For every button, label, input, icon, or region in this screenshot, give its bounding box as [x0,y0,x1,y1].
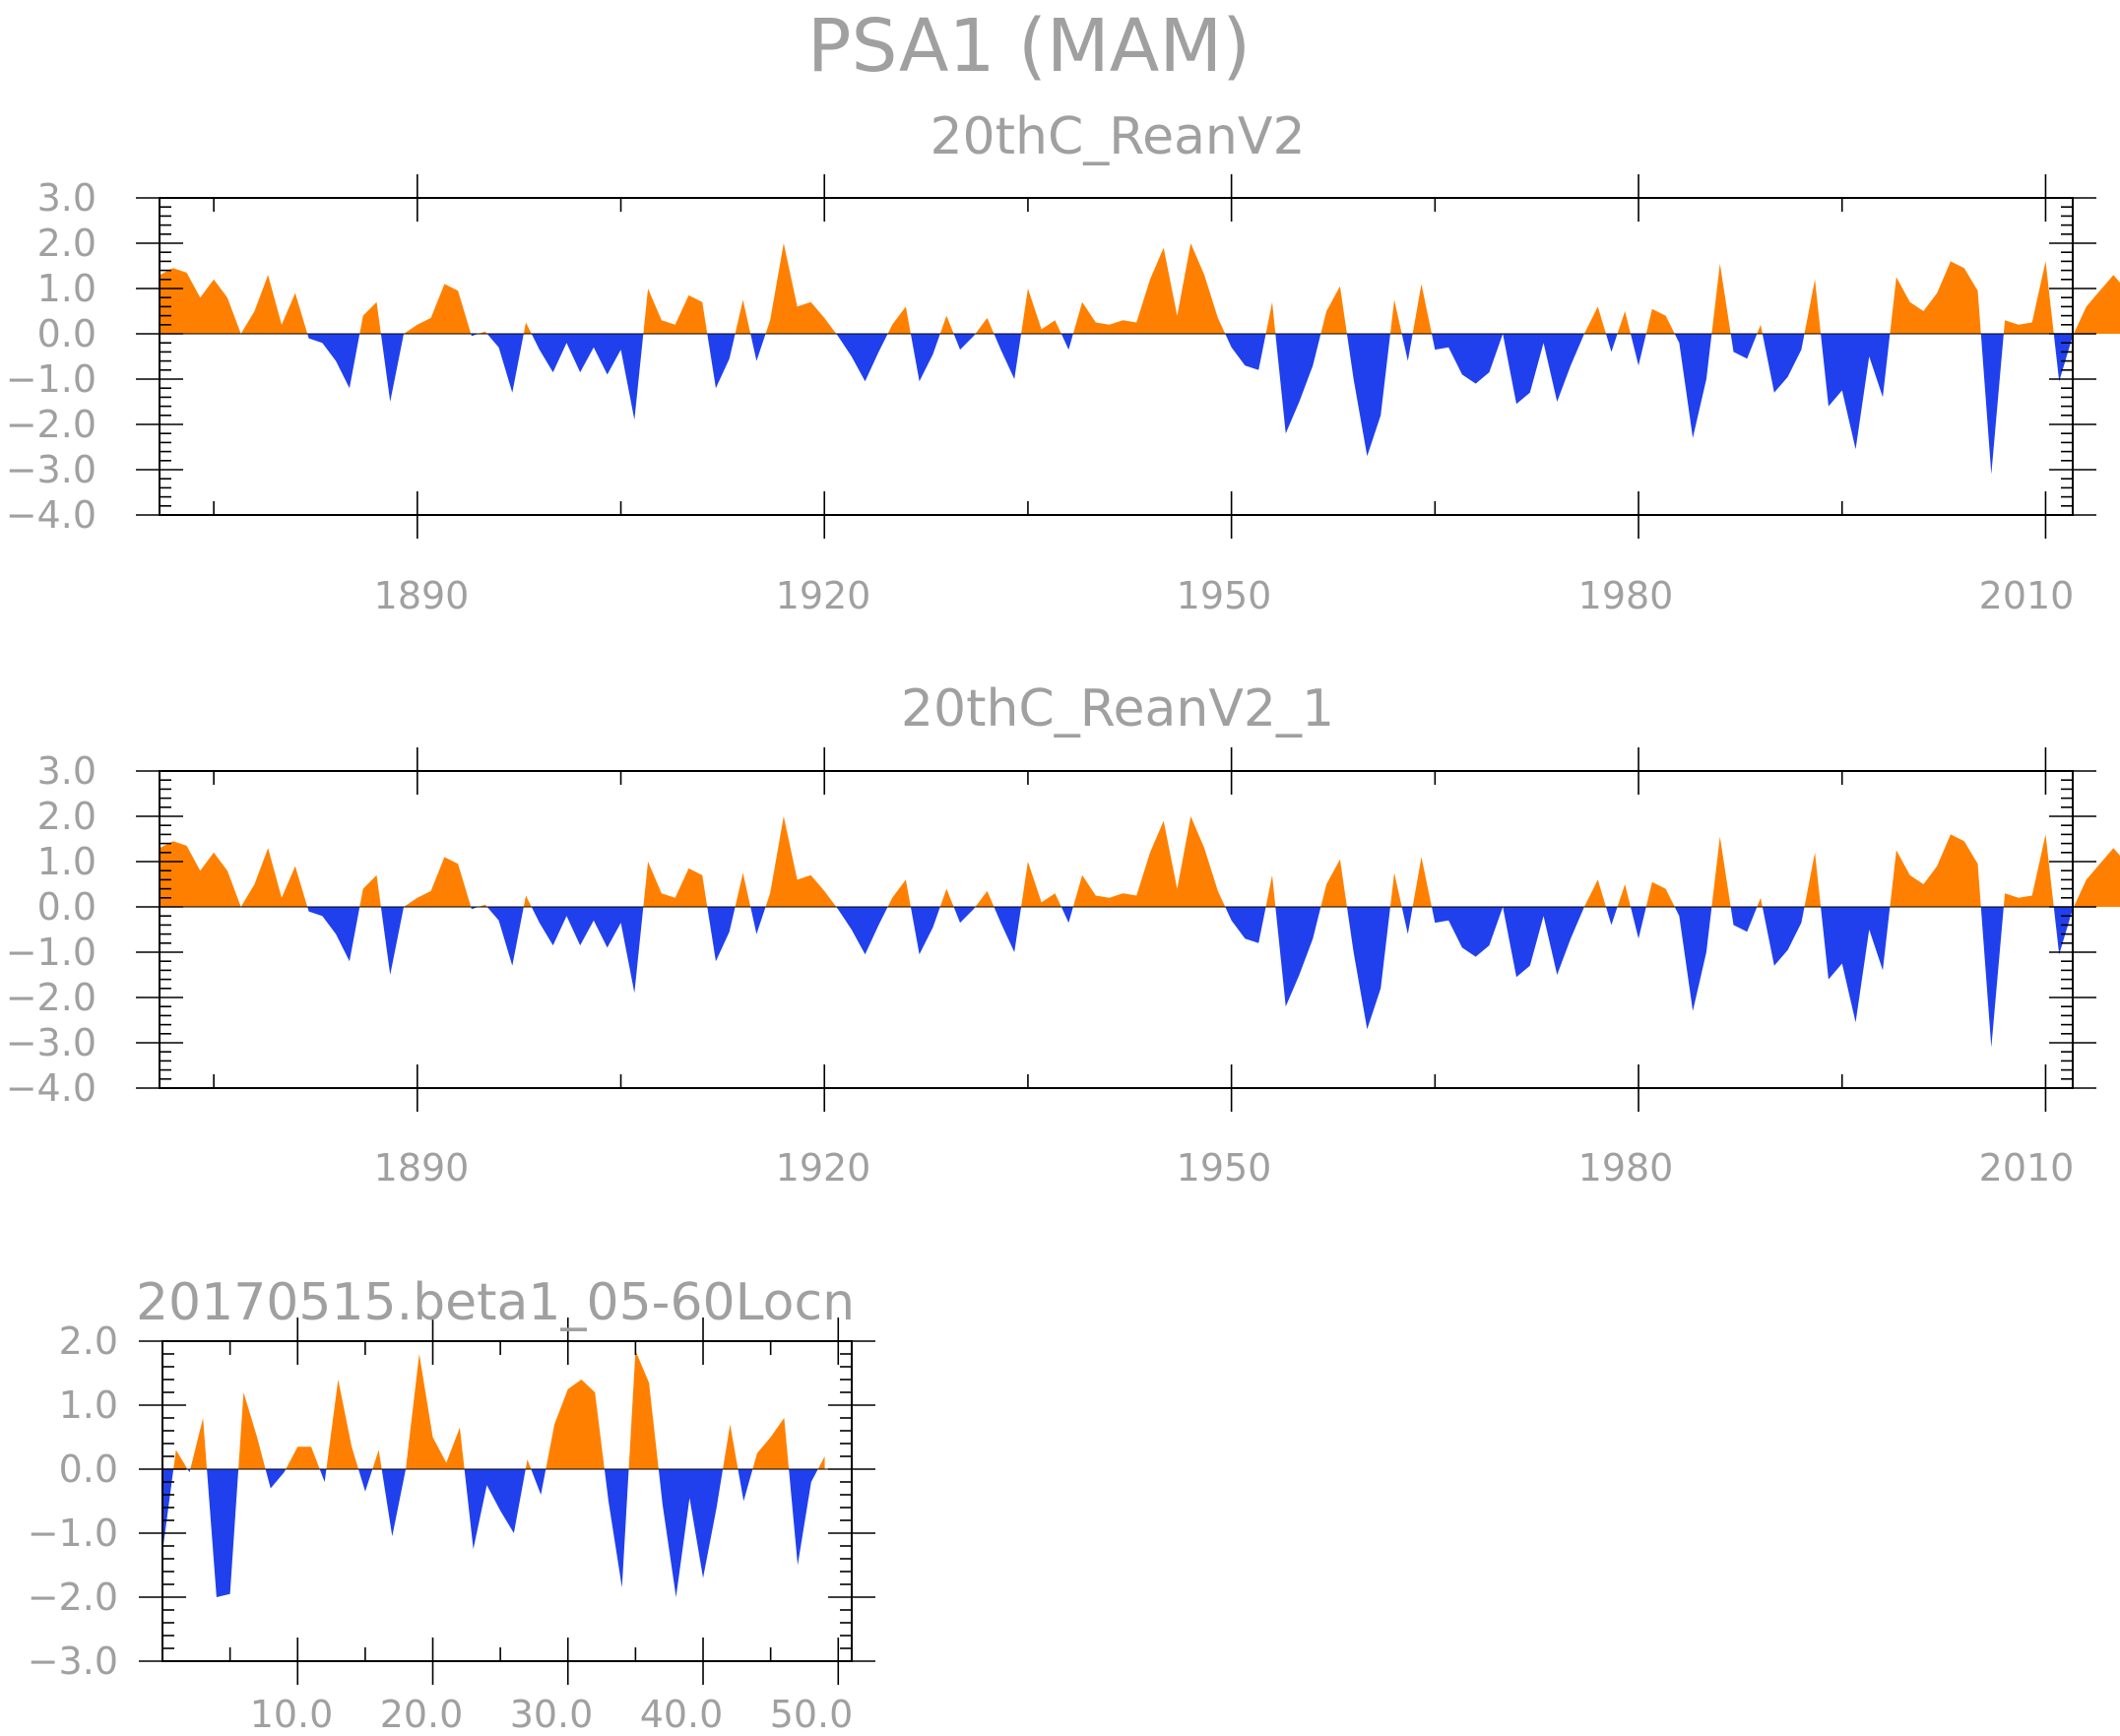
panel-2-frame [159,770,2074,1089]
panel-2-y-label: 2.0 [37,795,96,838]
series-negative-area [160,907,2120,1048]
panel-1-y-label: −2.0 [6,403,96,446]
panel-1-y-label: −1.0 [6,357,96,401]
panel-1-fills [160,243,2120,475]
panel-1-title: 20thC_ReanV2 [930,107,1305,166]
panel-2-y-label: 1.0 [37,840,96,883]
panel-3-x-label: 30.0 [510,1693,594,1736]
panel-2-y-label: −3.0 [6,1021,96,1064]
panel-1-y-label: 2.0 [37,222,96,265]
series-negative-area [160,334,2120,475]
panel-3-fills [162,1350,825,1597]
series-positive-area [160,816,2120,907]
panel-2-y-label: 3.0 [37,749,96,793]
panel-3-frame [161,1340,853,1662]
panel-3-x-label: 50.0 [770,1693,854,1736]
panel-3-y-label: −3.0 [28,1640,118,1683]
panel-2-fills [160,816,2120,1048]
panel-1-x-label: 1950 [1177,574,1272,617]
panel-3-y-label: 0.0 [59,1447,118,1491]
panel-2-y-label: 0.0 [37,885,96,929]
panel-2-title: 20thC_ReanV2_1 [901,679,1334,739]
panel-2-x-label: 1890 [374,1146,470,1189]
panel-2-x-label: 1920 [776,1146,871,1189]
panel-1-y-label: 3.0 [37,176,96,220]
panel-3-y-label: 2.0 [59,1319,118,1363]
panel-2-reanv2-1: 20thC_ReanV2_1 3.0 2.0 1.0 0.0 −1.0 −2.0… [6,679,2120,1189]
series-positive-area [162,1350,825,1469]
panel-3-x-label: 40.0 [640,1693,724,1736]
panel-1-frame [159,197,2074,516]
panel-3-ticks [139,1318,875,1685]
panel-1-ticks [136,174,2096,539]
series-positive-area [160,243,2120,334]
panel-1-x-label: 2010 [1979,574,2075,617]
panel-2-x-label: 1980 [1578,1146,1674,1189]
panel-2-y-label: −4.0 [6,1066,96,1110]
panel-1-y-label: 1.0 [37,267,96,310]
panel-2-y-label: −1.0 [6,931,96,974]
panel-2-x-label: 1950 [1177,1146,1272,1189]
panel-3-beta1-locn: 20170515.beta1_05-60Locn 2.0 1.0 0.0 −1.… [28,1273,875,1736]
panel-1-x-label: 1890 [374,574,470,617]
panel-1-x-label: 1980 [1578,574,1674,617]
panel-3-y-label: 1.0 [59,1383,118,1427]
panel-2-x-label: 2010 [1979,1146,2075,1189]
panel-1-x-label: 1920 [776,574,871,617]
panel-3-y-label: −1.0 [28,1511,118,1555]
panel-2-ticks [136,747,2096,1112]
main-title: PSA1 (MAM) [807,4,1251,89]
panel-3-x-label: 20.0 [380,1693,464,1736]
panel-1-y-label: 0.0 [37,312,96,355]
panel-2-y-label: −2.0 [6,976,96,1019]
panel-1-reanv2: 20thC_ReanV2 3.0 2.0 1.0 0.0 −1.0 −2.0 −… [6,107,2120,617]
panel-1-y-label: −4.0 [6,493,96,537]
panel-3-y-label: −2.0 [28,1575,118,1619]
series-negative-area [162,1469,825,1597]
panel-3-title: 20170515.beta1_05-60Locn [136,1273,855,1332]
panel-3-x-label: 10.0 [250,1693,334,1736]
panel-1-y-label: −3.0 [6,448,96,491]
